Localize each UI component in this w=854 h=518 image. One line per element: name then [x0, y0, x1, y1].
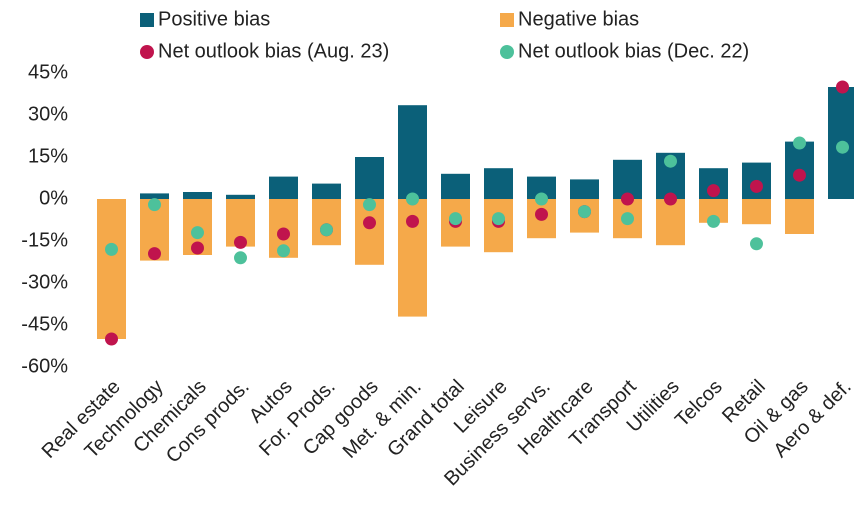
y-tick-label: 15%	[28, 145, 68, 167]
bar	[183, 192, 212, 199]
legend-label: Net outlook bias (Aug. 23)	[158, 40, 389, 62]
bar	[226, 194, 255, 199]
dot	[406, 192, 419, 206]
dot	[277, 227, 290, 241]
legend-label: Positive bias	[158, 8, 270, 30]
y-tick-label: -60%	[21, 355, 68, 377]
dot	[793, 168, 806, 182]
y-tick-label: -15%	[21, 229, 68, 251]
bar	[785, 199, 814, 234]
dot	[363, 198, 376, 212]
dot	[148, 247, 161, 261]
bar	[269, 176, 298, 199]
dot	[277, 244, 290, 258]
dot	[750, 237, 763, 251]
y-tick-label: -30%	[21, 271, 68, 293]
bar	[97, 199, 126, 339]
dot	[191, 241, 204, 255]
dot	[535, 207, 548, 221]
bar	[140, 193, 169, 199]
bar	[699, 199, 728, 223]
dot	[621, 192, 634, 206]
dot	[664, 154, 677, 168]
dot	[148, 198, 161, 212]
bar	[656, 199, 685, 246]
dot	[836, 140, 849, 154]
y-tick-label: 0%	[39, 187, 68, 209]
legend-swatch	[140, 13, 154, 27]
dot	[234, 235, 247, 249]
dot	[707, 214, 720, 228]
dot	[707, 184, 720, 198]
dot	[664, 192, 677, 206]
x-tick-label: Telcos	[671, 376, 727, 432]
y-tick-label: 30%	[28, 103, 68, 125]
bar	[312, 183, 341, 199]
dot	[320, 223, 333, 237]
bar	[441, 173, 470, 199]
legend-label: Negative bias	[518, 8, 639, 30]
dot	[750, 179, 763, 193]
bar	[527, 176, 556, 199]
dot	[406, 214, 419, 228]
y-tick-label: -45%	[21, 313, 68, 335]
y-tick-label: 45%	[28, 61, 68, 83]
dot	[621, 212, 634, 226]
dot	[363, 216, 376, 230]
legend-swatch	[500, 45, 514, 59]
legend-label: Net outlook bias (Dec. 22)	[518, 40, 749, 62]
dot	[793, 136, 806, 150]
dot	[191, 226, 204, 240]
bar	[355, 157, 384, 199]
bar	[398, 105, 427, 199]
dot	[492, 212, 505, 226]
bar	[570, 179, 599, 199]
dot	[535, 192, 548, 206]
bar	[742, 199, 771, 225]
dot	[105, 332, 118, 346]
bar	[484, 168, 513, 199]
legend-swatch	[500, 13, 514, 27]
bar	[312, 199, 341, 246]
legend-swatch	[140, 45, 154, 59]
dot	[105, 242, 118, 256]
dot	[449, 212, 462, 226]
dot	[234, 251, 247, 265]
dot	[836, 80, 849, 94]
dot	[578, 205, 591, 219]
bar	[613, 159, 642, 199]
